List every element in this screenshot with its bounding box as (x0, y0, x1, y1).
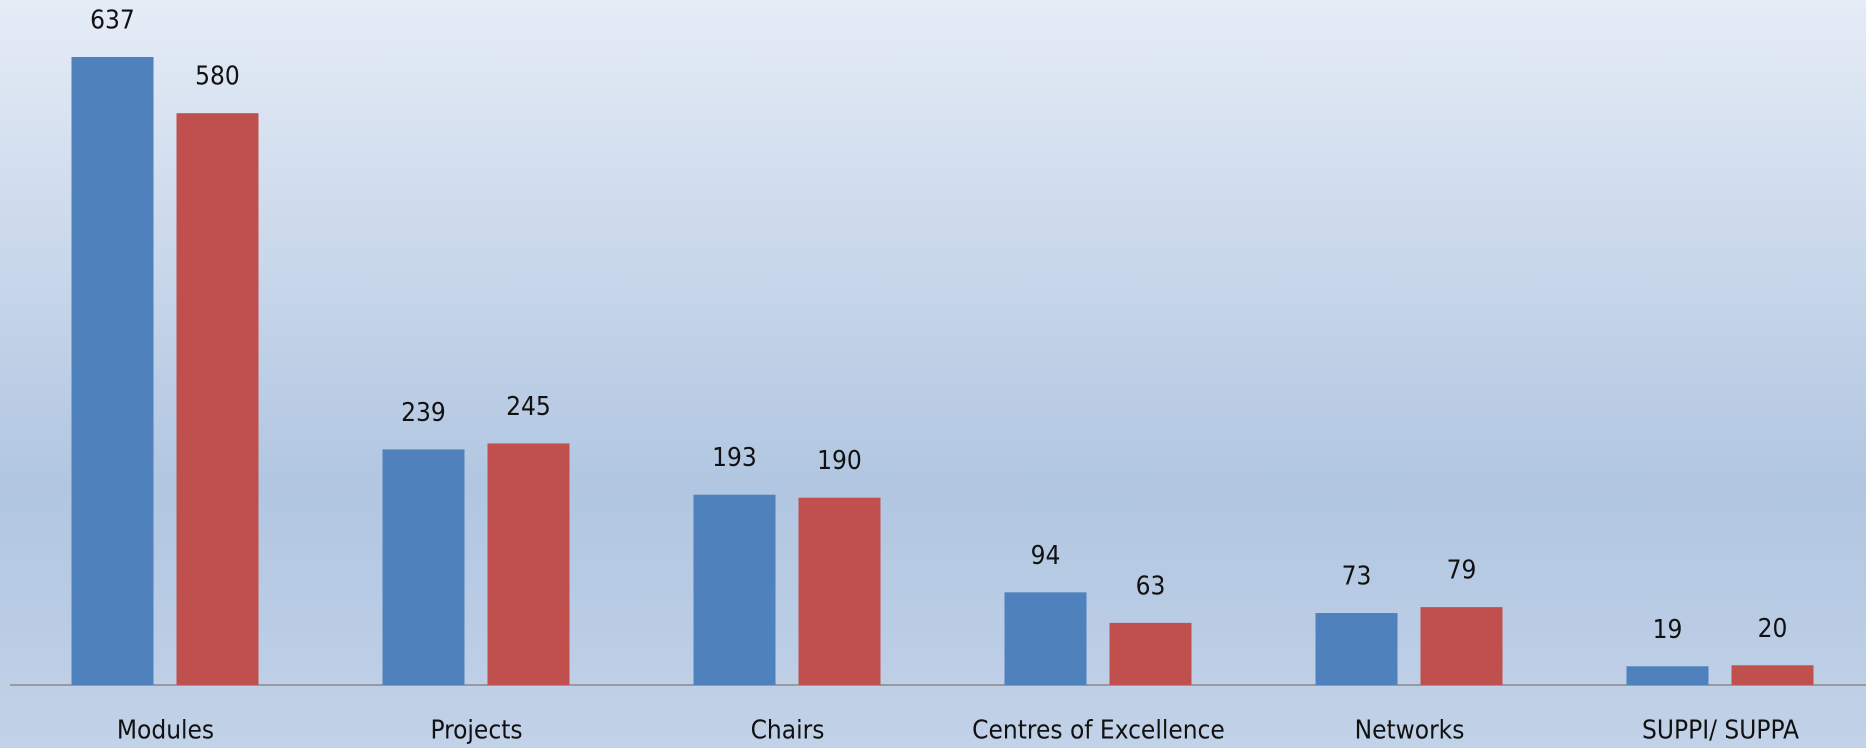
value-label: 20 (1758, 614, 1788, 644)
bar (1731, 665, 1814, 685)
value-label: 94 (1031, 541, 1061, 571)
value-label: 79 (1447, 556, 1477, 586)
x-tick-label: Chairs (751, 716, 825, 746)
value-label: 19 (1653, 615, 1683, 645)
bar (1315, 613, 1398, 685)
bar (71, 57, 154, 685)
value-label: 193 (712, 443, 757, 473)
x-tick-label: SUPPI/ SUPPA (1642, 716, 1799, 746)
value-label: 239 (401, 398, 446, 428)
value-label: 190 (817, 446, 862, 476)
value-label: 580 (195, 62, 240, 92)
bar (1420, 607, 1503, 685)
bar (693, 494, 776, 685)
bar (798, 497, 881, 685)
value-label: 73 (1342, 562, 1372, 592)
bar (382, 449, 465, 685)
x-tick-label: Networks (1355, 716, 1465, 746)
x-tick-label: Modules (117, 716, 214, 746)
value-label: 63 (1136, 571, 1166, 601)
bar (1109, 622, 1192, 685)
x-tick-label: Centres of Excellence (972, 716, 1225, 746)
value-label: 245 (506, 392, 551, 422)
bar (487, 443, 570, 685)
bar (1626, 666, 1709, 685)
value-label: 637 (90, 6, 135, 36)
x-tick-label: Projects (430, 716, 522, 746)
bar (176, 113, 259, 686)
bar (1004, 592, 1087, 685)
